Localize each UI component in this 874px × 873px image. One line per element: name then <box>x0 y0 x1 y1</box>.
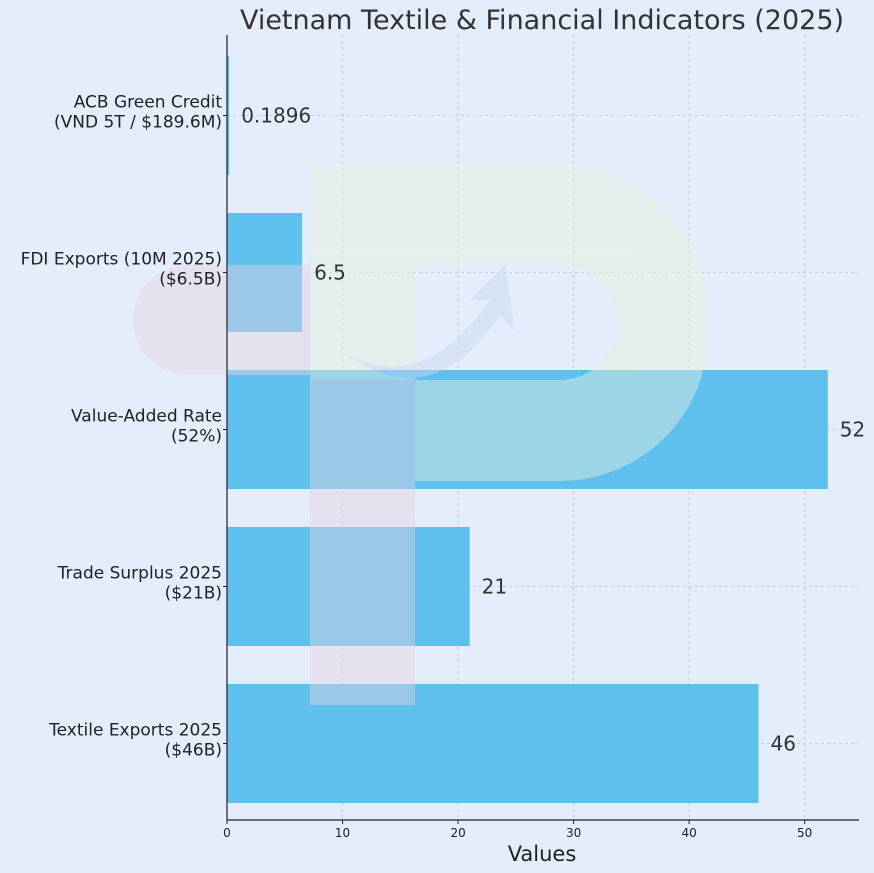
y-tick-label: Value-Added Rate <box>71 407 222 427</box>
x-tick-label: 30 <box>566 826 581 840</box>
bar <box>227 370 828 489</box>
y-tick-label: ACB Green Credit <box>74 93 223 113</box>
y-tick-label: ($21B) <box>165 584 222 604</box>
bar <box>227 56 230 175</box>
chart-title: Vietnam Textile & Financial Indicators (… <box>240 5 844 36</box>
y-tick-label: FDI Exports (10M 2025) <box>21 250 222 270</box>
y-tick-label: ($6.5B) <box>159 270 222 290</box>
bars <box>227 56 828 803</box>
x-tick-label: 50 <box>797 826 812 840</box>
data-label: 6.5 <box>314 261 346 285</box>
y-tick-label: Textile Exports 2025 <box>48 721 222 741</box>
bar <box>227 213 303 332</box>
x-axis-label: Values <box>508 842 577 866</box>
bar <box>227 684 759 803</box>
data-label: 52 <box>840 418 865 442</box>
x-tick-label: 10 <box>335 826 350 840</box>
y-tick-label: (VND 5T / $189.6M) <box>54 113 222 133</box>
x-tick-label: 20 <box>450 826 465 840</box>
axes <box>223 35 859 824</box>
data-label: 21 <box>482 575 507 599</box>
data-label: 46 <box>770 732 795 756</box>
data-label: 0.1896 <box>241 104 311 128</box>
y-tick-label: ($46B) <box>165 741 222 761</box>
y-tick-label: Trade Surplus 2025 <box>57 564 222 584</box>
bar <box>227 527 470 646</box>
y-tick-label: (52%) <box>171 427 222 447</box>
watermark-logo <box>133 165 708 705</box>
x-tick-label: 40 <box>682 826 697 840</box>
labels: 0 10 20 30 40 50 ACB Green Credit(VND 5T / $18… <box>21 93 866 841</box>
x-tick-label: 0 <box>223 826 231 840</box>
